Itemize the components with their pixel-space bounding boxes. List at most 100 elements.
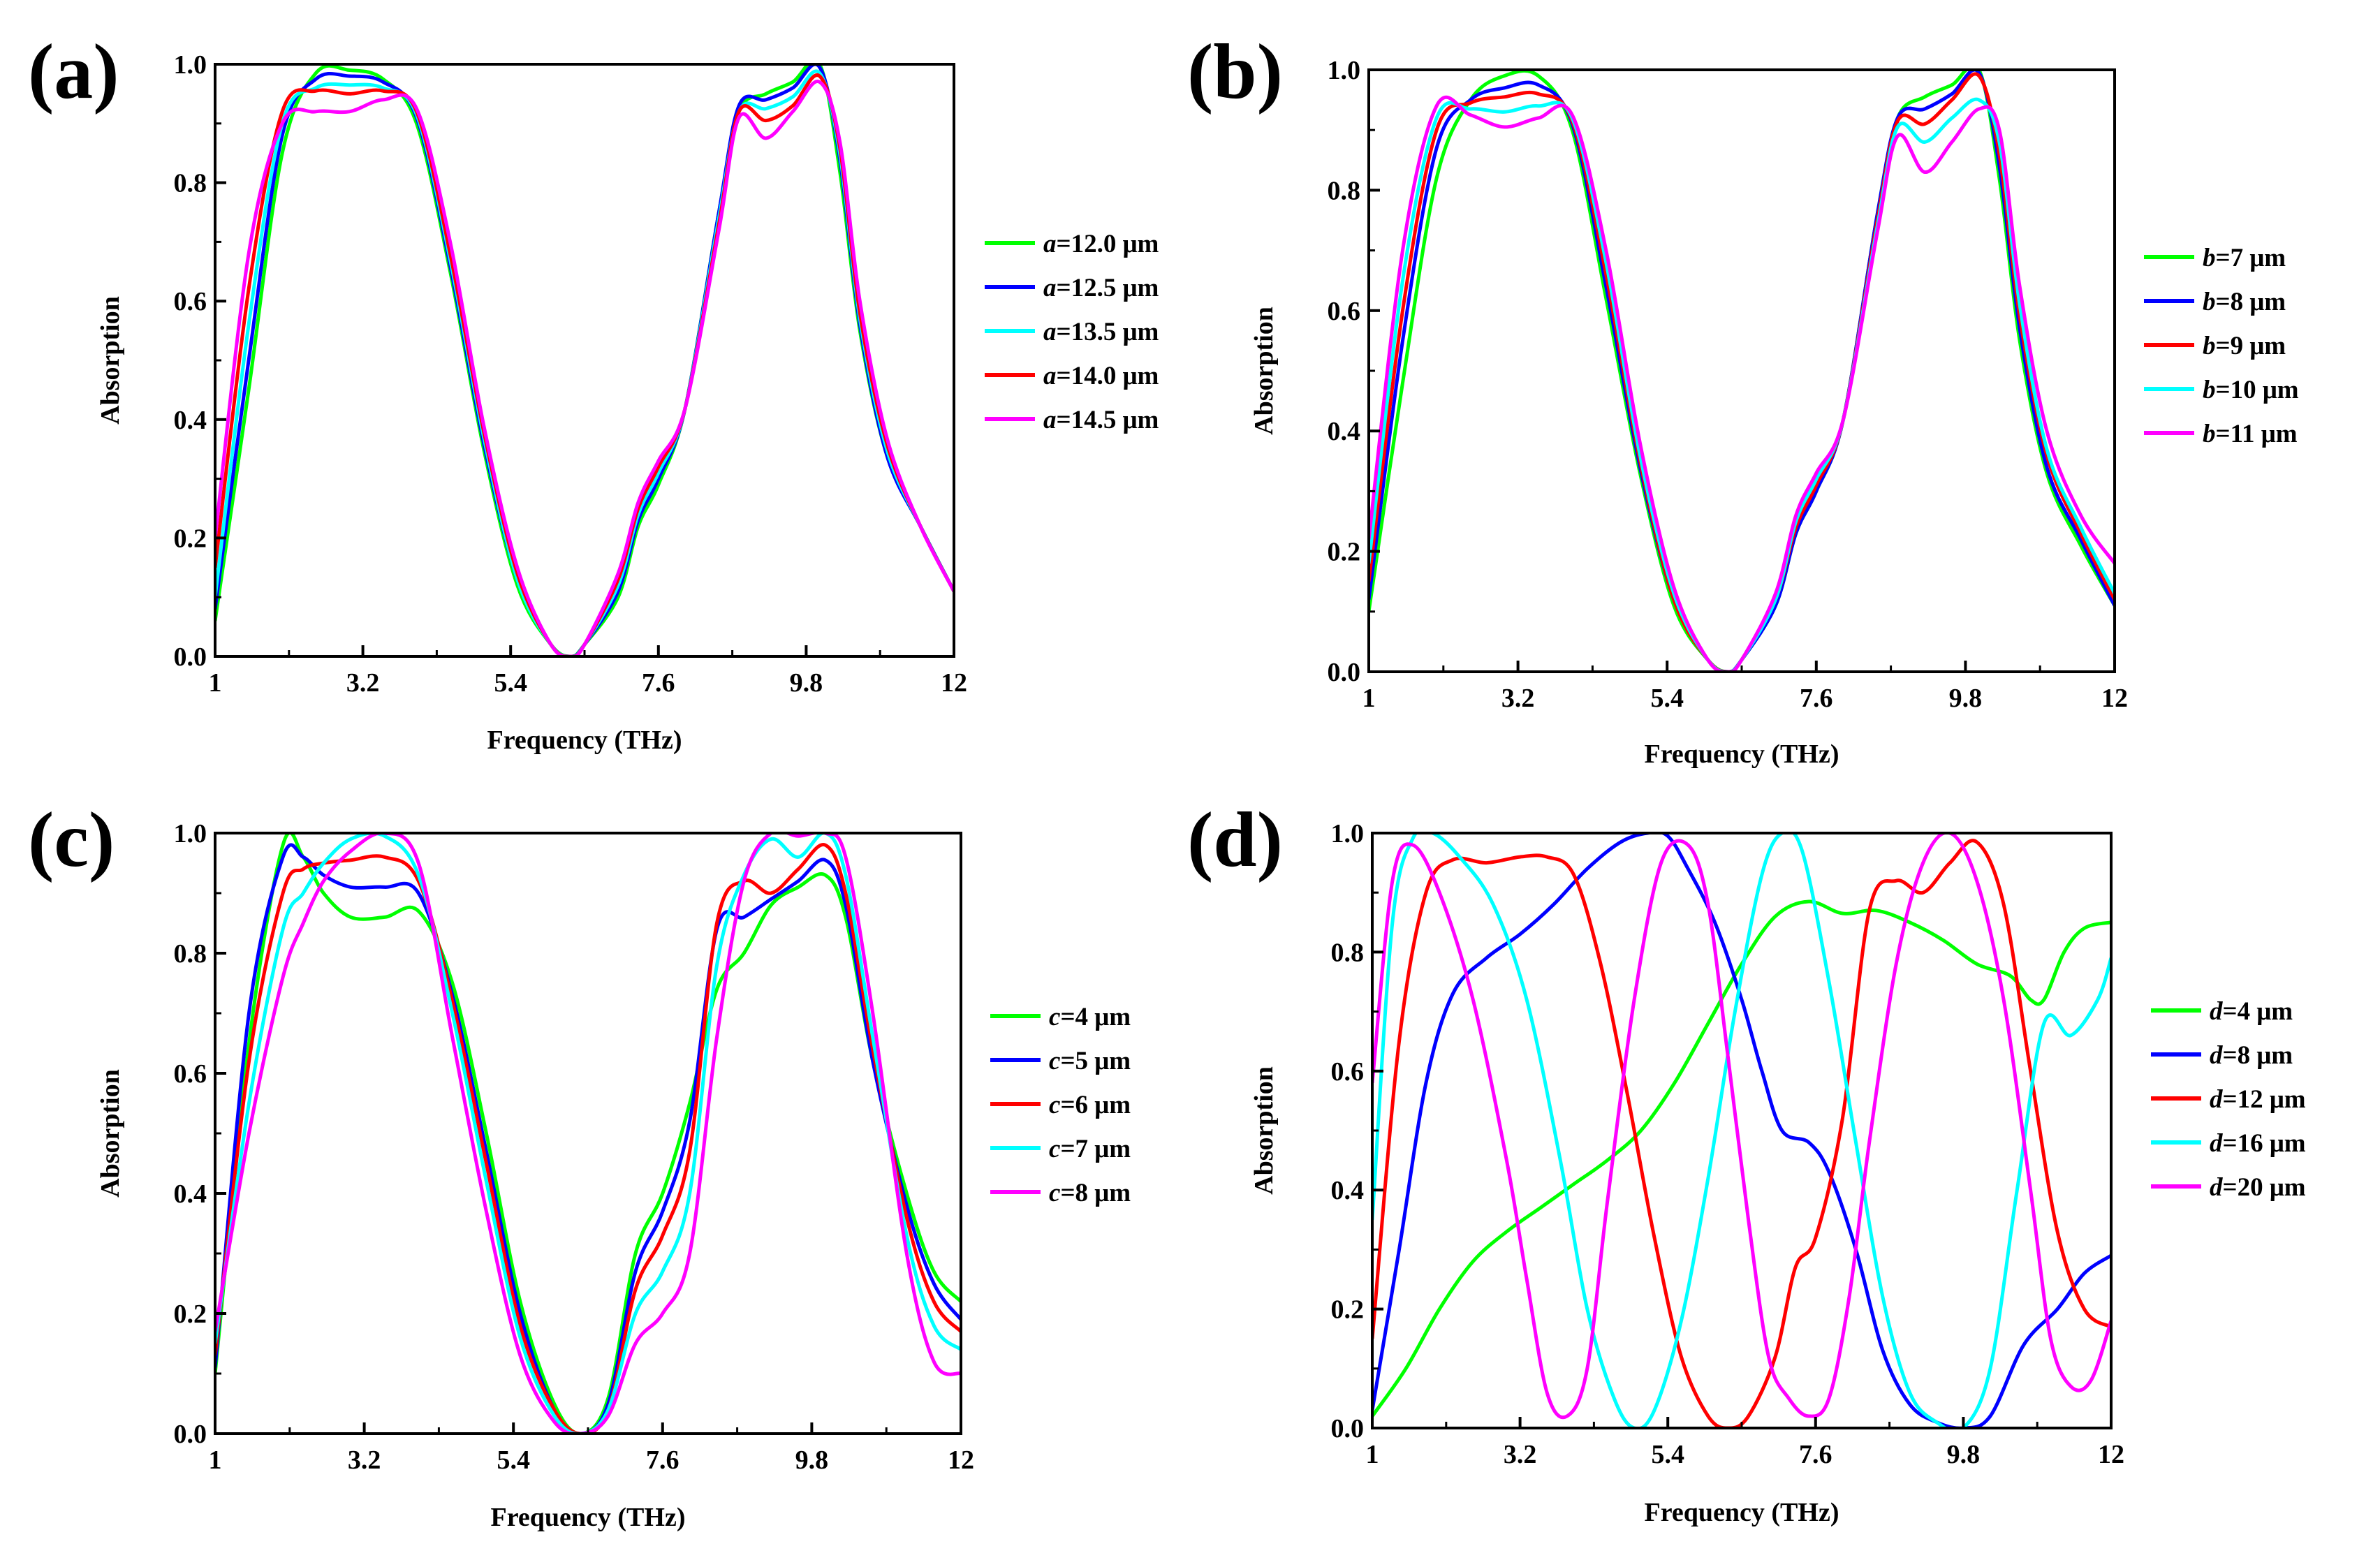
- x-axis-title: Frequency (THz): [1645, 740, 1839, 769]
- x-tick-label: 12: [2098, 1440, 2124, 1469]
- y-tick-label: 0.4: [174, 406, 207, 435]
- series-lines: [1369, 68, 2115, 673]
- legend-item: a=12.0 μm: [985, 230, 1159, 258]
- legend-item: a=12.5 μm: [985, 274, 1159, 302]
- panel-label: (a): [28, 29, 119, 115]
- y-tick-label: 0.4: [1328, 417, 1361, 446]
- legend-item: a=14.5 μm: [985, 406, 1159, 434]
- x-tick-label: 1: [1366, 1440, 1379, 1469]
- x-tick-label: 9.8: [790, 668, 823, 698]
- series-line-c-8: [215, 832, 961, 1435]
- x-tick-label: 9.8: [1949, 684, 1983, 713]
- y-tick-label: 0.6: [174, 1059, 207, 1089]
- legend-item: b=11 μm: [2144, 420, 2298, 448]
- y-tick-label: 0.6: [174, 287, 207, 316]
- legend-label: a=12.5 μm: [1043, 274, 1159, 302]
- series-line-d-4: [1372, 899, 2111, 1418]
- legend: a=12.0 μm a=12.5 μm a=13.5 μm a=14.0 μm a=14…: [985, 230, 1159, 434]
- legend-item: b=10 μm: [2144, 376, 2299, 404]
- x-tick-label: 9.8: [1947, 1440, 1981, 1469]
- legend-item: d=4 μm: [2151, 997, 2293, 1026]
- legend-label: a=14.0 μm: [1043, 362, 1159, 390]
- panel-label: (c): [28, 797, 115, 883]
- panel-label: (b): [1187, 29, 1283, 115]
- y-axis-title: Absorption: [1249, 1066, 1279, 1195]
- legend-item: c=5 μm: [990, 1047, 1131, 1075]
- legend-label: d=20 μm: [2210, 1173, 2306, 1202]
- series-line-d-20: [1372, 832, 2111, 1420]
- y-tick-label: 0.6: [1331, 1057, 1365, 1087]
- legend-label: b=10 μm: [2203, 376, 2299, 404]
- x-axis-title: Frequency (THz): [491, 1503, 686, 1532]
- legend-label: c=7 μm: [1049, 1135, 1131, 1163]
- legend-item: d=12 μm: [2151, 1085, 2306, 1114]
- y-axis-title: Absorption: [96, 296, 125, 425]
- series-line-b-11: [1369, 95, 2115, 673]
- x-tick-label: 1: [1362, 684, 1376, 713]
- legend-label: c=4 μm: [1049, 1003, 1131, 1031]
- series-line-a-12.0: [215, 63, 954, 658]
- legend-label: d=16 μm: [2210, 1129, 2306, 1158]
- panel-c: (c) 1 3.2 5.4 7.6 9.8 12 0.0 0.2 0.4 0.6 0.8 1.0 Freq…: [28, 797, 1131, 1532]
- x-tick-label: 5.4: [1650, 684, 1684, 713]
- legend-label: a=13.5 μm: [1043, 318, 1159, 346]
- series-line-a-14.5: [215, 80, 954, 658]
- legend: c=4 μm c=5 μm c=6 μm c=7 μm c=8 μm: [990, 1003, 1131, 1207]
- x-tick-label: 5.4: [494, 668, 527, 698]
- legend-label: b=8 μm: [2203, 288, 2286, 316]
- x-tick-label: 3.2: [1501, 684, 1535, 713]
- x-tick-label: 3.2: [1504, 1440, 1537, 1469]
- series-line-b-10: [1369, 97, 2115, 673]
- panel-label: (d): [1187, 797, 1283, 883]
- x-tick-label: 3.2: [346, 668, 380, 698]
- legend-label: a=14.5 μm: [1043, 406, 1159, 434]
- y-tick-label: 0.8: [174, 169, 207, 198]
- legend-item: d=20 μm: [2151, 1173, 2306, 1202]
- x-tick-label: 12: [941, 668, 967, 698]
- x-tick-label: 12: [2101, 684, 2128, 713]
- y-tick-label: 0.6: [1328, 297, 1361, 326]
- y-tick-label: 0.8: [1328, 176, 1361, 205]
- series-line-b-8: [1369, 68, 2115, 673]
- y-tick-label: 0.2: [174, 524, 207, 553]
- legend-label: b=7 μm: [2203, 244, 2286, 272]
- series-line-c-7: [215, 832, 961, 1435]
- y-tick-label: 1.0: [1328, 56, 1361, 85]
- legend-item: c=6 μm: [990, 1091, 1131, 1119]
- series-line-d-8: [1372, 832, 2111, 1429]
- x-tick-label: 5.4: [497, 1445, 530, 1475]
- y-tick-label: 1.0: [174, 819, 207, 848]
- x-axis-title: Frequency (THz): [1645, 1498, 1839, 1527]
- legend-label: c=6 μm: [1049, 1091, 1131, 1119]
- legend-label: c=5 μm: [1049, 1047, 1131, 1075]
- legend-label: b=9 μm: [2203, 332, 2286, 360]
- y-tick-label: 0.4: [174, 1179, 207, 1209]
- legend-item: b=7 μm: [2144, 244, 2286, 272]
- series-line-d-16: [1372, 832, 2111, 1429]
- y-tick-label: 0.2: [1328, 538, 1361, 567]
- series-lines: [215, 63, 954, 658]
- x-tick-label: 12: [948, 1445, 974, 1475]
- legend-label: d=8 μm: [2210, 1041, 2293, 1070]
- legend-label: b=11 μm: [2203, 420, 2298, 448]
- x-tick-label: 3.2: [348, 1445, 381, 1475]
- y-tick-label: 1.0: [1331, 819, 1365, 848]
- y-tick-label: 0.2: [174, 1300, 207, 1329]
- x-tick-label: 1: [209, 668, 222, 698]
- legend-item: c=4 μm: [990, 1003, 1131, 1031]
- x-axis-title: Frequency (THz): [487, 726, 682, 755]
- y-tick-label: 0.8: [1331, 938, 1365, 967]
- plot-frame: [1371, 832, 2113, 1429]
- panel-b: (b) 1 3.2 5.4 7.6 9.8 12 0.0 0.2 0.4 0.6 0.8 1.0 Freq…: [1187, 29, 2299, 769]
- legend-item: b=8 μm: [2144, 288, 2286, 316]
- x-tick-label: 7.6: [646, 1445, 680, 1475]
- legend-item: d=8 μm: [2151, 1041, 2293, 1070]
- y-tick-label: 0.0: [1328, 658, 1361, 687]
- x-tick-label: 7.6: [642, 668, 675, 698]
- x-tick-label: 1: [209, 1445, 222, 1475]
- legend-label: c=8 μm: [1049, 1179, 1131, 1207]
- y-axis-title: Absorption: [96, 1069, 125, 1198]
- y-tick-label: 0.4: [1331, 1176, 1365, 1205]
- y-tick-label: 0.2: [1331, 1295, 1365, 1325]
